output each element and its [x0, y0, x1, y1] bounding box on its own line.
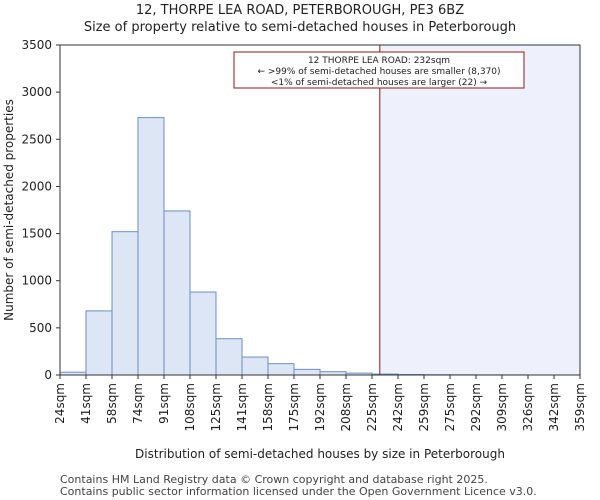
- x-tick-label: 125sqm: [209, 383, 223, 431]
- histogram-bar: [111, 231, 139, 376]
- x-axis-label: Distribution of semi-detached houses by …: [135, 447, 505, 461]
- histogram-bar: [85, 310, 113, 376]
- y-tick-label: 0: [44, 368, 52, 382]
- x-tick-label: 275sqm: [443, 383, 457, 431]
- histogram-bar: [241, 356, 269, 376]
- x-tick-label: 108sqm: [183, 383, 197, 431]
- x-tick-label: 74sqm: [131, 383, 145, 424]
- x-tick-label: 192sqm: [313, 383, 327, 431]
- y-axis-label: Number of semi-detached properties: [2, 99, 16, 321]
- y-tick-label: 2000: [21, 179, 52, 193]
- x-tick-label: 41sqm: [79, 383, 93, 424]
- x-tick-label: 292sqm: [469, 383, 483, 431]
- x-tick-label: 208sqm: [339, 383, 353, 431]
- x-tick-label: 259sqm: [417, 383, 431, 431]
- y-tick-label: 500: [29, 321, 52, 335]
- x-tick-label: 24sqm: [53, 383, 67, 424]
- highlight-region: [379, 45, 580, 375]
- histogram-bar: [189, 291, 217, 376]
- x-tick-label: 242sqm: [391, 383, 405, 431]
- y-tick-label: 1500: [21, 227, 52, 241]
- x-tick-label: 326sqm: [521, 383, 535, 431]
- x-tick-label: 158sqm: [261, 383, 275, 431]
- histogram-bar: [267, 363, 295, 376]
- histogram-bar: [293, 368, 321, 376]
- annotation-line3: <1% of semi-detached houses are larger (…: [271, 78, 488, 88]
- x-tick-label: 225sqm: [365, 383, 379, 431]
- footer-copyright: Contains HM Land Registry data © Crown c…: [60, 473, 488, 486]
- x-tick-label: 175sqm: [287, 383, 301, 431]
- chart-subtitle: Size of property relative to semi-detach…: [83, 20, 517, 35]
- y-tick-label: 1000: [21, 274, 52, 288]
- histogram-bar: [215, 338, 243, 376]
- histogram-bar: [163, 210, 191, 376]
- footer-licence: Contains public sector information licen…: [60, 485, 537, 498]
- y-tick-label: 3500: [21, 38, 52, 52]
- histogram-bar: [137, 117, 165, 376]
- x-tick-label: 359sqm: [573, 383, 587, 431]
- chart-title: 12, THORPE LEA ROAD, PETERBOROUGH, PE3 6…: [135, 3, 465, 18]
- annotation-line1: 12 THORPE LEA ROAD: 232sqm: [308, 56, 450, 66]
- x-tick-label: 91sqm: [157, 383, 171, 424]
- annotation-line2: ← >99% of semi-detached houses are small…: [257, 67, 500, 77]
- x-tick-label: 141sqm: [235, 383, 249, 431]
- y-tick-label: 3000: [21, 85, 52, 99]
- y-tick-label: 2500: [21, 132, 52, 146]
- x-tick-label: 309sqm: [495, 383, 509, 431]
- histogram-chart: 0 500 1000 1500 2000 2500 3000 3500 24sqm 41sqm 58…: [2, 38, 587, 461]
- annotation-box: [233, 51, 525, 89]
- x-tick-label: 342sqm: [547, 383, 561, 431]
- x-tick-label: 58sqm: [105, 383, 119, 424]
